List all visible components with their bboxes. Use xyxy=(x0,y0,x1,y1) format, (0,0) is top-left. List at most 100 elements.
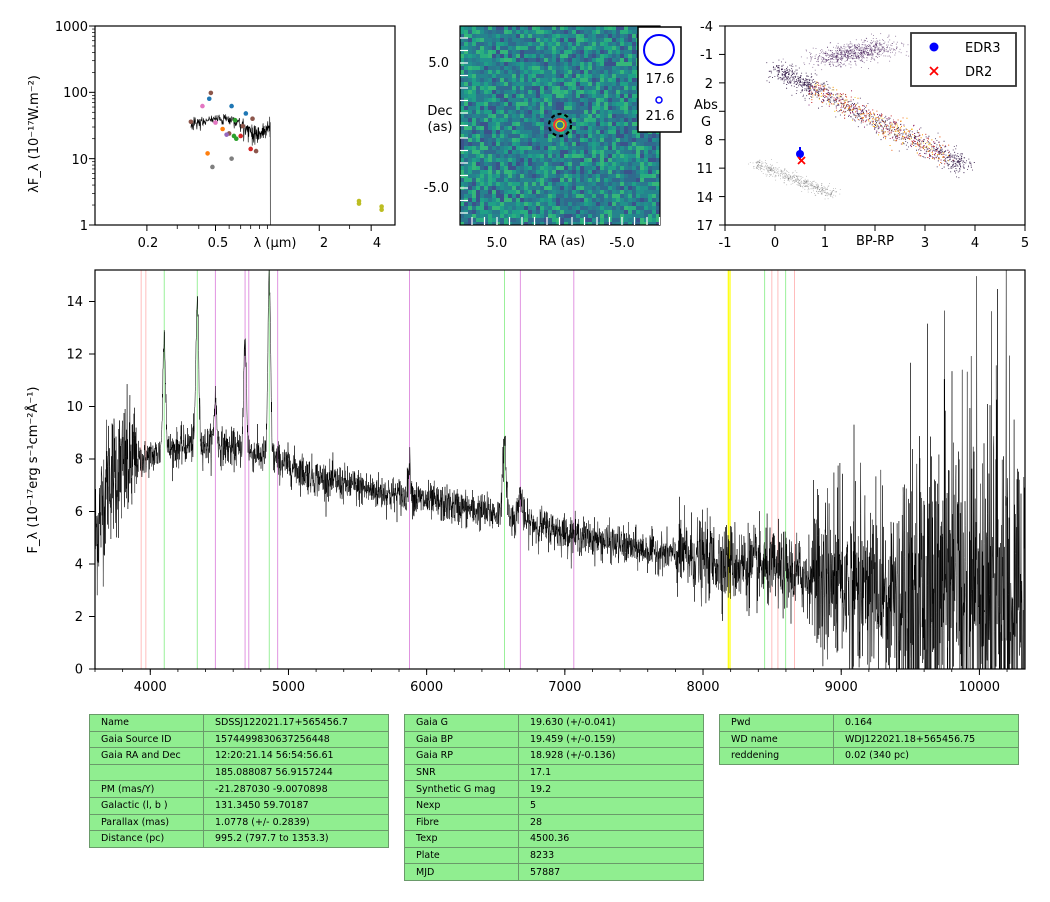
image-pixel xyxy=(592,110,596,114)
image-pixel xyxy=(476,30,480,34)
image-pixel xyxy=(548,106,552,110)
image-pixel xyxy=(572,166,576,170)
image-pixel xyxy=(460,182,464,186)
image-pixel xyxy=(564,30,568,34)
image-pixel xyxy=(520,74,524,78)
image-pixel xyxy=(608,170,612,174)
image-pixel xyxy=(572,138,576,142)
image-pixel xyxy=(604,194,608,198)
image-pixel xyxy=(500,162,504,166)
image-pixel xyxy=(476,174,480,178)
image-pixel xyxy=(576,150,580,154)
image-pixel xyxy=(464,66,468,70)
image-pixel xyxy=(476,186,480,190)
image-pixel xyxy=(568,214,572,218)
sed-photometry-point xyxy=(220,126,225,132)
hr-population-star xyxy=(916,132,918,134)
image-pixel xyxy=(632,150,636,154)
hr-population-star xyxy=(900,133,902,135)
hr-population-star xyxy=(947,149,949,151)
image-pixel xyxy=(596,142,600,146)
image-pixel xyxy=(572,122,576,126)
hr-population-star xyxy=(815,85,817,87)
image-pixel xyxy=(476,222,480,225)
sed-ylabel: λF_λ (10⁻¹⁷W.m⁻²) xyxy=(27,75,42,193)
image-pixel xyxy=(516,210,520,214)
image-pixel xyxy=(524,126,528,130)
hr-background-population xyxy=(748,33,975,200)
image-pixel xyxy=(600,150,604,154)
image-pixel xyxy=(460,206,464,210)
image-pixel xyxy=(596,182,600,186)
image-pixel xyxy=(616,42,620,46)
hr-population-star xyxy=(884,138,886,140)
image-pixel xyxy=(632,42,636,46)
hr-population-star xyxy=(956,169,958,171)
image-pixel xyxy=(532,166,536,170)
image-pixel xyxy=(512,182,516,186)
image-pixel xyxy=(616,66,620,70)
image-pixel xyxy=(460,38,464,42)
hr-population-star xyxy=(957,153,959,154)
image-pixel xyxy=(596,106,600,110)
image-pixel xyxy=(496,42,500,46)
image-pixel xyxy=(492,190,496,194)
hr-population-star xyxy=(808,98,810,100)
image-pixel xyxy=(596,210,600,214)
image-pixel xyxy=(636,178,640,182)
image-pixel xyxy=(592,50,596,54)
image-pixel xyxy=(516,86,520,90)
image-pixel xyxy=(468,110,472,114)
image-pixel xyxy=(632,170,636,174)
image-pixel xyxy=(524,202,528,206)
image-pixel xyxy=(532,198,536,202)
image-pixel xyxy=(584,34,588,38)
hr-population-star xyxy=(831,89,833,91)
image-pixel xyxy=(588,42,592,46)
image-pixel xyxy=(476,182,480,186)
image-pixel xyxy=(516,34,520,38)
image-pixel xyxy=(540,206,544,210)
image-pixel xyxy=(536,198,540,202)
image-pixel xyxy=(472,38,476,42)
image-pixel xyxy=(496,182,500,186)
image-pixel xyxy=(500,58,504,62)
image-pixel xyxy=(580,126,584,130)
image-pixel xyxy=(528,190,532,194)
image-pixel xyxy=(568,138,572,142)
sed-photometry-point xyxy=(240,123,246,129)
hr-population-star xyxy=(946,162,948,164)
hr-population-star xyxy=(792,78,794,80)
image-pixel xyxy=(632,46,636,50)
image-pixel xyxy=(648,202,652,206)
image-pixel xyxy=(468,118,472,122)
image-pixel xyxy=(560,122,564,126)
image-pixel xyxy=(568,150,572,154)
hr-population-star xyxy=(911,140,913,142)
image-pixel xyxy=(516,142,520,146)
image-pixel xyxy=(480,74,484,78)
hr-population-star xyxy=(903,124,905,126)
image-pixel xyxy=(492,150,496,154)
image-pixel xyxy=(624,182,628,186)
hr-population-star xyxy=(784,69,786,71)
hr-population-star xyxy=(893,127,895,128)
image-pixel xyxy=(656,218,660,222)
image-pixel xyxy=(652,162,656,166)
image-pixel xyxy=(548,162,552,166)
image-pixel xyxy=(536,98,540,102)
image-pixel xyxy=(588,150,592,154)
image-pixel xyxy=(564,198,568,202)
image-pixel xyxy=(508,198,512,202)
image-pixel xyxy=(596,194,600,198)
image-pixel xyxy=(568,158,572,162)
image-pixel xyxy=(548,146,552,150)
image-pixel xyxy=(564,70,568,74)
image-pixel xyxy=(564,110,568,114)
image-pixel xyxy=(656,198,660,202)
hr-population-star xyxy=(801,78,803,80)
image-pixel xyxy=(536,30,540,34)
image-pixel xyxy=(556,146,560,150)
hr-population-star xyxy=(800,78,802,80)
image-pixel xyxy=(492,142,496,146)
